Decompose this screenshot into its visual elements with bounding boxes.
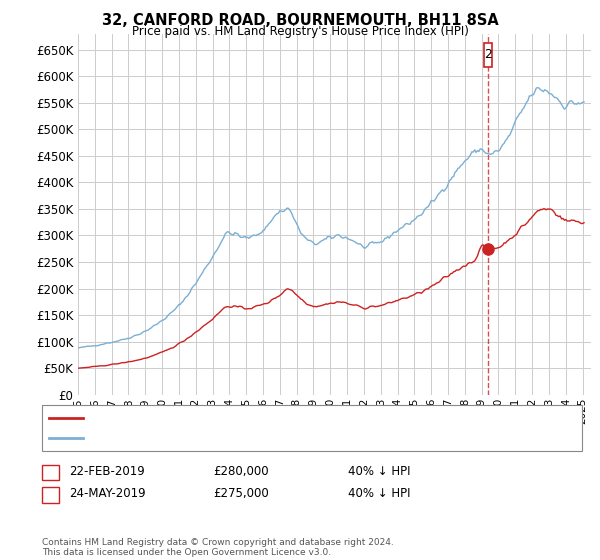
Text: £275,000: £275,000 [213, 487, 269, 501]
Text: 40% ↓ HPI: 40% ↓ HPI [348, 465, 410, 478]
Text: 32, CANFORD ROAD, BOURNEMOUTH, BH11 8SA: 32, CANFORD ROAD, BOURNEMOUTH, BH11 8SA [101, 13, 499, 29]
Text: 32, CANFORD ROAD, BOURNEMOUTH, BH11 8SA (detached house): 32, CANFORD ROAD, BOURNEMOUTH, BH11 8SA … [87, 413, 435, 423]
Text: 40% ↓ HPI: 40% ↓ HPI [348, 487, 410, 501]
Text: 22-FEB-2019: 22-FEB-2019 [69, 465, 145, 478]
Text: Price paid vs. HM Land Registry's House Price Index (HPI): Price paid vs. HM Land Registry's House … [131, 25, 469, 38]
FancyBboxPatch shape [484, 43, 491, 67]
Text: 2: 2 [484, 48, 492, 62]
Text: 1: 1 [46, 465, 55, 478]
Text: 24-MAY-2019: 24-MAY-2019 [69, 487, 146, 501]
Text: 2: 2 [46, 487, 55, 501]
Text: £280,000: £280,000 [213, 465, 269, 478]
Text: HPI: Average price, detached house, Bournemouth Christchurch and Poole: HPI: Average price, detached house, Bour… [87, 433, 475, 443]
Text: Contains HM Land Registry data © Crown copyright and database right 2024.
This d: Contains HM Land Registry data © Crown c… [42, 538, 394, 557]
